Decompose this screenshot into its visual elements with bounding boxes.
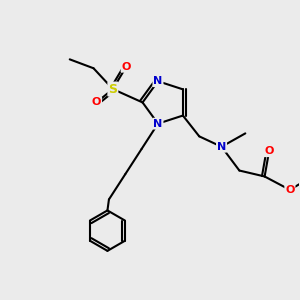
Text: N: N — [153, 118, 163, 129]
Text: O: O — [285, 185, 295, 195]
Text: N: N — [217, 142, 226, 152]
Text: O: O — [122, 62, 131, 72]
Text: N: N — [153, 76, 163, 86]
Text: S: S — [108, 82, 117, 96]
Text: O: O — [264, 146, 274, 156]
Text: O: O — [92, 98, 101, 107]
